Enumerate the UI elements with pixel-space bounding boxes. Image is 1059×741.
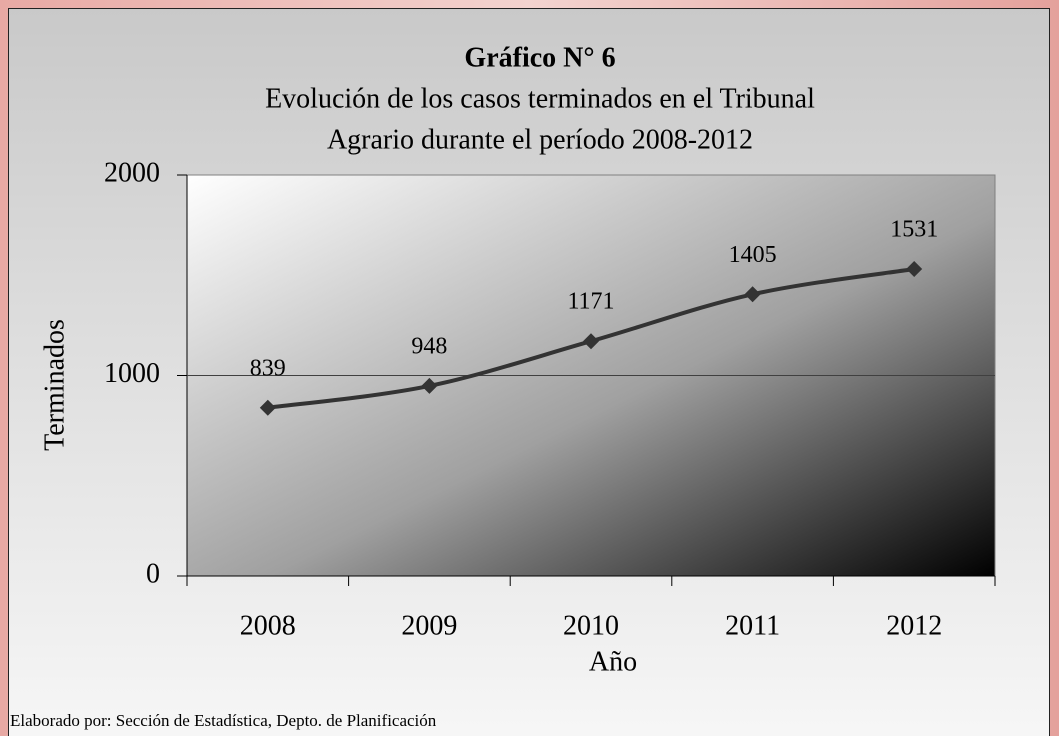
y-tick-label: 1000	[104, 358, 160, 389]
marker	[421, 377, 438, 394]
marker	[906, 261, 923, 278]
chart-subtitle: Agrario durante el período 2008-2012	[327, 124, 753, 155]
data-label: 1171	[567, 289, 614, 315]
x-tick-label: 2011	[725, 610, 780, 641]
footer: Elaborado por: Sección de Estadística, D…	[10, 711, 437, 730]
x-tick-label: 2008	[240, 610, 296, 641]
chart-title: Gráfico N° 6	[464, 42, 615, 73]
y-tick-label: 0	[146, 558, 160, 589]
marker	[744, 286, 761, 303]
data-label: 1531	[890, 217, 938, 243]
x-tick-label: 2009	[401, 610, 457, 641]
data-label: 1405	[729, 242, 777, 268]
marker	[583, 333, 599, 350]
data-label: 839	[250, 355, 286, 381]
chart-subtitle: Evolución de los casos terminados en el …	[265, 83, 815, 114]
x-axis-label: Año	[589, 646, 637, 677]
x-tick-label: 2010	[563, 610, 619, 641]
data-label: 948	[411, 333, 447, 359]
marker	[259, 399, 276, 416]
x-tick-label: 2012	[886, 610, 942, 641]
y-tick-label: 2000	[104, 157, 160, 188]
y-axis-label: Terminados	[39, 319, 70, 451]
